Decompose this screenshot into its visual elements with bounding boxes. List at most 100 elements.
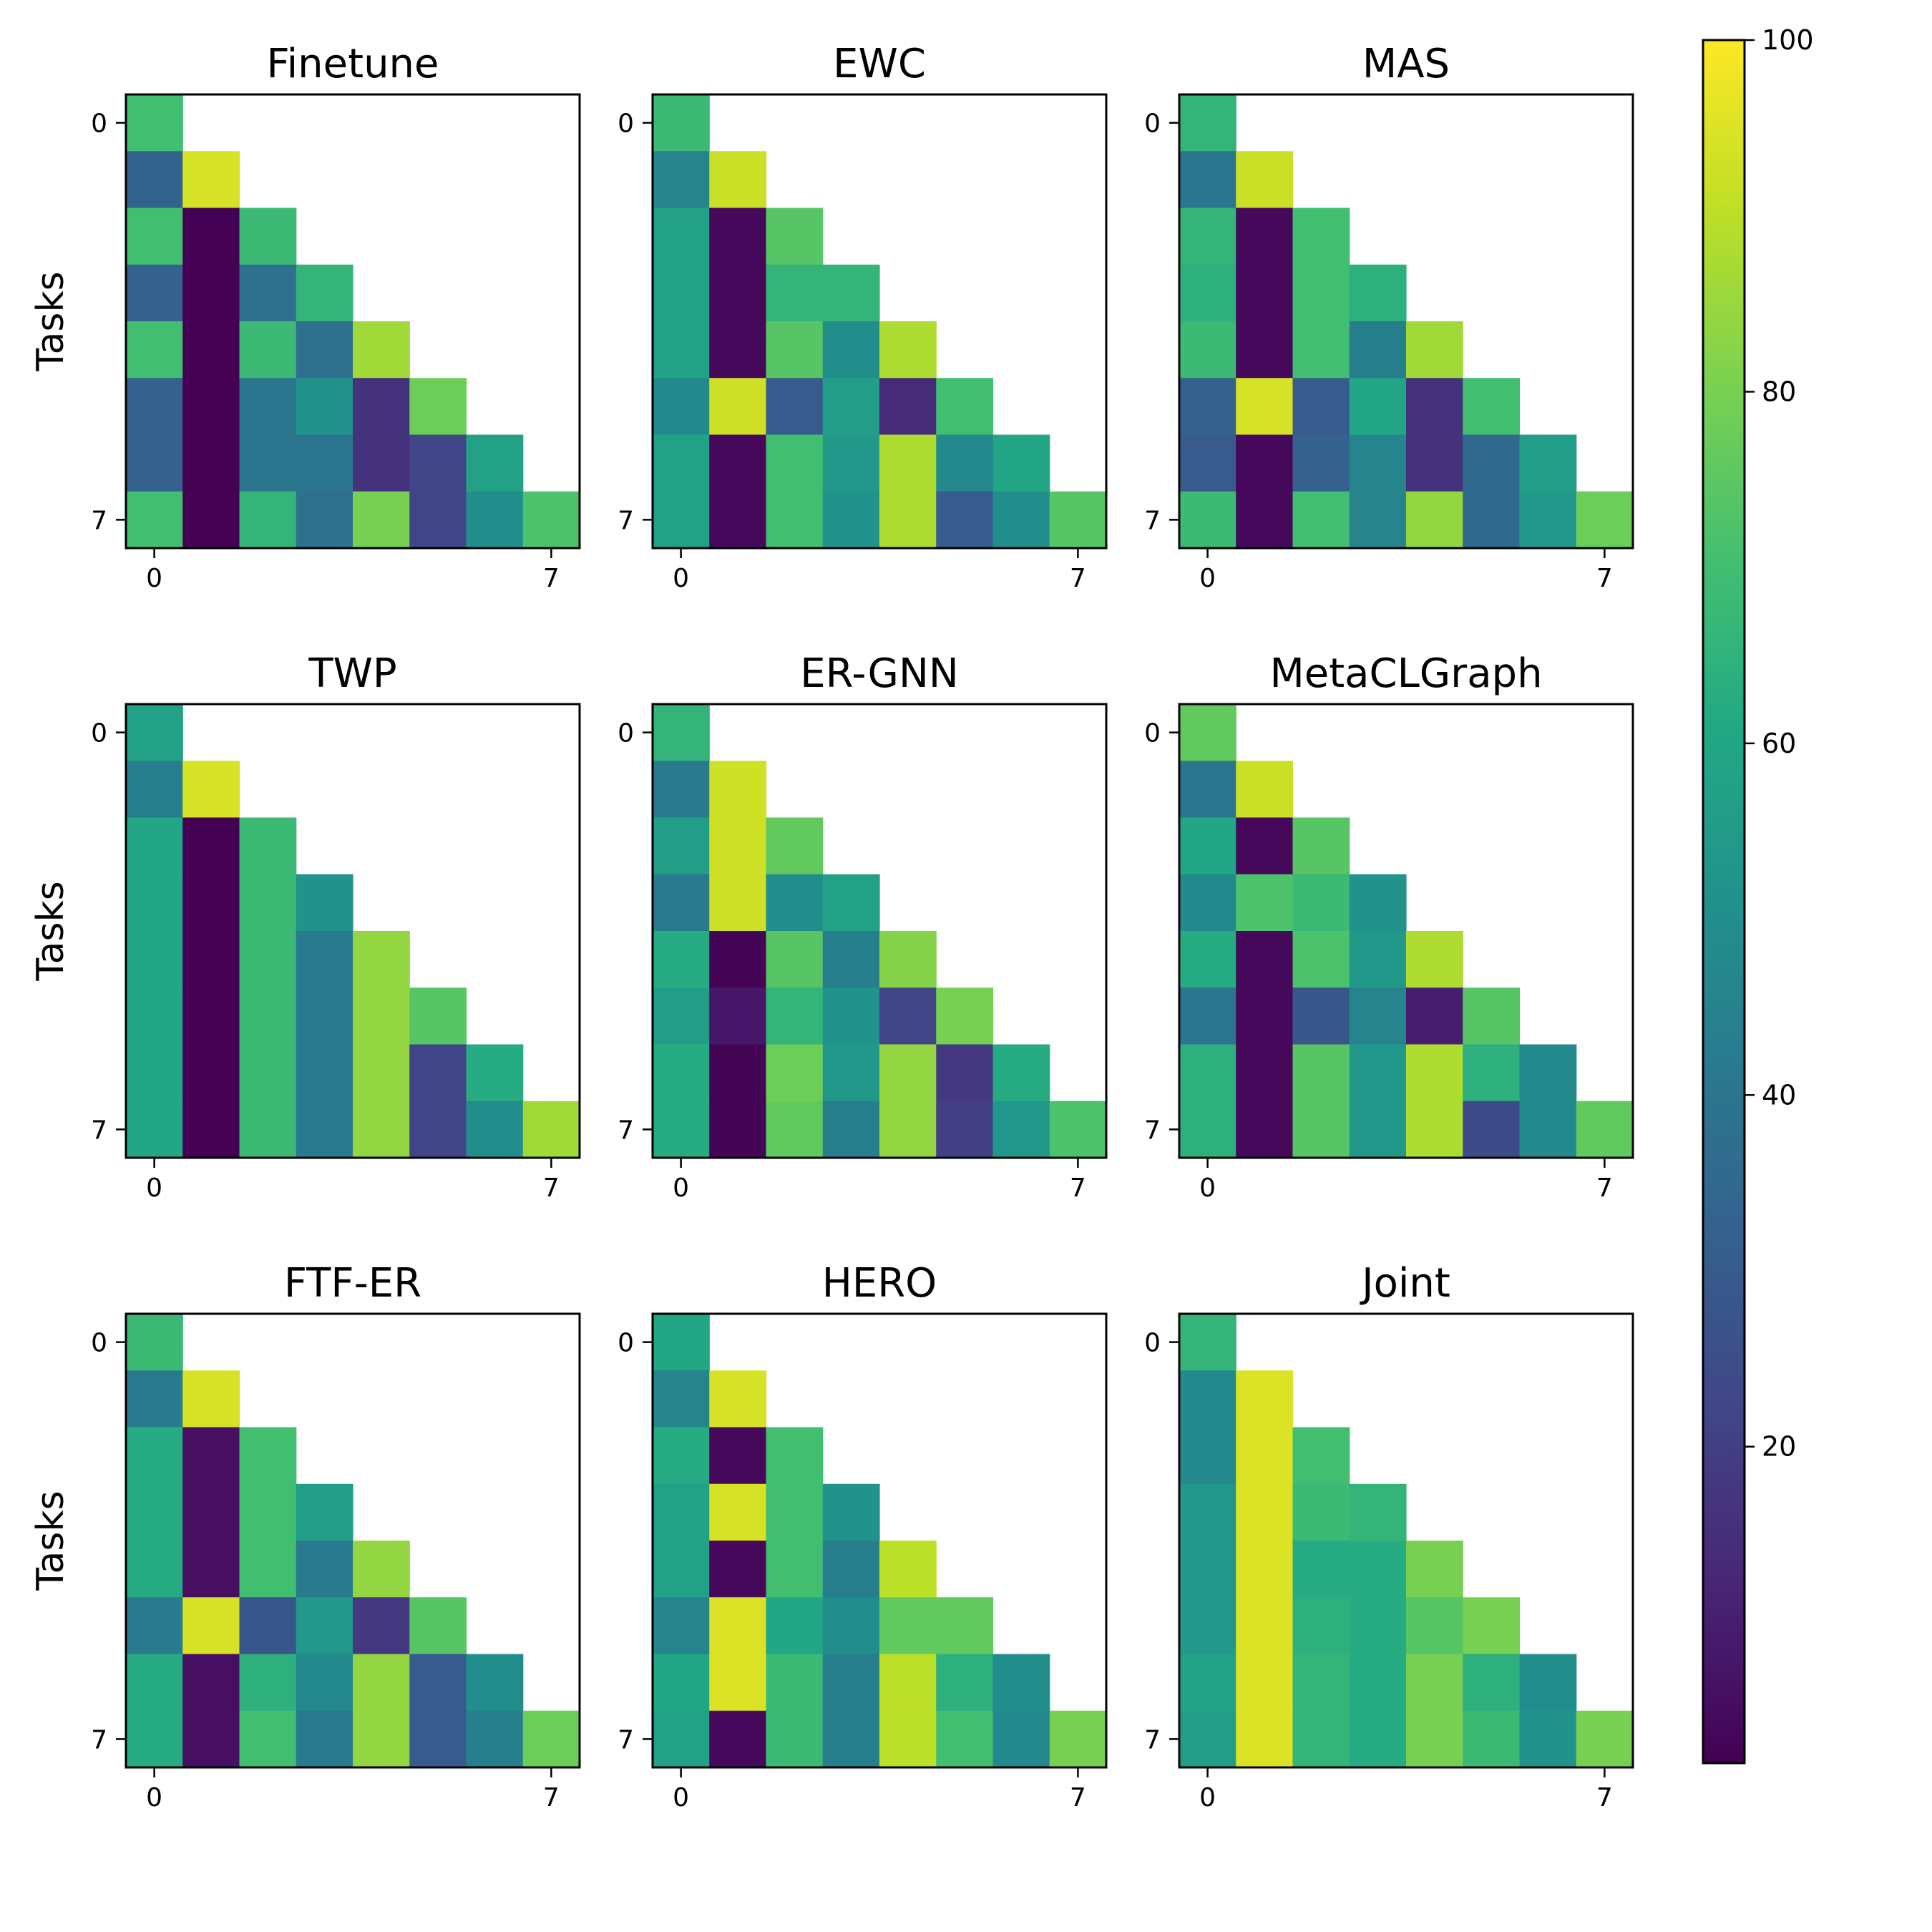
x-tick-label: 0 <box>673 564 689 593</box>
heatmap-cell <box>1292 1483 1350 1541</box>
heatmap-cell <box>766 1654 824 1712</box>
y-axis-label: Tasks <box>29 881 72 981</box>
heatmap-cell <box>1236 321 1294 379</box>
heatmap-cell <box>1179 874 1236 932</box>
panel-title: EWC <box>833 41 926 87</box>
heatmap-cell <box>709 1427 767 1485</box>
axes-frame <box>1178 703 1634 1159</box>
heatmap-cell <box>239 1710 297 1768</box>
heatmap-cell <box>1179 817 1236 875</box>
heatmap-cell <box>1236 1370 1294 1428</box>
heatmap-cell <box>709 1044 767 1102</box>
x-tick-label: 0 <box>673 1174 689 1203</box>
heatmap-cell <box>653 264 710 322</box>
heatmap-cell <box>353 321 410 379</box>
heatmap-cell <box>766 1427 824 1485</box>
heatmap-cell <box>766 1044 824 1102</box>
heatmap-cell <box>709 761 767 819</box>
heatmap-cell <box>1463 987 1521 1045</box>
x-tick-label: 0 <box>146 1174 162 1203</box>
y-tick-label: 0 <box>618 719 634 748</box>
heatmap-cell <box>653 1314 710 1371</box>
heatmap-cell <box>182 1710 240 1768</box>
colorbar-tick-label: 20 <box>1762 1431 1796 1463</box>
heatmap-cell <box>296 1101 353 1158</box>
heatmap-cell <box>1292 264 1350 322</box>
heatmap-cell <box>653 321 710 379</box>
axes-frame <box>125 1312 581 1769</box>
heatmap-cell <box>653 1101 710 1158</box>
heatmap-cell <box>653 491 710 549</box>
heatmap-cell <box>879 1541 937 1598</box>
heatmap-cell <box>766 1597 824 1655</box>
heatmap-cell <box>709 1597 767 1655</box>
heatmap-cell <box>766 208 824 265</box>
heatmap-cell <box>1406 931 1463 988</box>
heatmap-cell <box>1463 1597 1521 1655</box>
heatmap-cell <box>182 151 240 209</box>
heatmap-cell <box>879 321 937 379</box>
heatmap-cell <box>822 874 880 932</box>
heatmap-cell <box>182 1044 240 1102</box>
heatmap-cell <box>182 1597 240 1655</box>
heatmap-cell <box>1292 1427 1350 1485</box>
heatmap-cell <box>1179 987 1236 1045</box>
heatmap-cell <box>936 1710 994 1768</box>
heatmap-cell <box>1179 1101 1236 1158</box>
x-tick-label: 0 <box>673 1783 689 1813</box>
heatmap-cell <box>126 378 183 436</box>
colorbar-tick-label: 80 <box>1762 376 1796 407</box>
heatmap-cell <box>522 491 580 549</box>
heatmap-cell <box>822 434 880 492</box>
colorbar-tick-label: 60 <box>1762 728 1796 759</box>
heatmap-cell <box>1236 1710 1294 1768</box>
heatmap-cell <box>1292 1101 1350 1158</box>
heatmap-cell <box>1179 151 1236 209</box>
heatmap-cell <box>353 1044 410 1102</box>
heatmap-cell <box>239 987 297 1045</box>
heatmap-cell <box>879 1101 937 1158</box>
heatmap-cell <box>126 874 183 932</box>
heatmap-cell <box>936 378 994 436</box>
heatmap-cell <box>1406 1101 1463 1158</box>
heatmap-cell <box>1179 208 1236 265</box>
heatmap-cell <box>126 434 183 492</box>
axes-frame <box>1178 93 1634 550</box>
heatmap-cell <box>879 931 937 988</box>
heatmap-cell <box>709 1541 767 1598</box>
heatmap-cell <box>936 1101 994 1158</box>
heatmap-cell <box>239 1044 297 1102</box>
panel: Finetune 0 7 0 7 Tasks <box>29 41 581 593</box>
heatmap-cell <box>879 378 937 436</box>
x-tick-label: 0 <box>1199 564 1216 593</box>
heatmap-cell <box>822 931 880 988</box>
heatmap-cell <box>126 1483 183 1541</box>
heatmap-cell <box>239 1427 297 1485</box>
panel: EWC 0 7 0 7 <box>618 41 1108 593</box>
y-tick-label: 0 <box>1144 109 1161 139</box>
heatmap-cell <box>1519 491 1577 549</box>
panel-title: MetaCLGraph <box>1269 650 1542 697</box>
heatmap-cell <box>239 434 297 492</box>
y-tick-label: 7 <box>1144 1725 1161 1755</box>
heatmap-cell <box>1179 1044 1236 1102</box>
heatmap-cell <box>1406 1541 1463 1598</box>
heatmap-cell <box>766 491 824 549</box>
heatmap-cell <box>182 1370 240 1428</box>
heatmap-cell <box>1406 1044 1463 1102</box>
heatmap-cell <box>653 1710 710 1768</box>
heatmap-cell <box>936 434 994 492</box>
heatmap-cell <box>653 874 710 932</box>
heatmap-cell <box>409 987 467 1045</box>
heatmap-cell <box>1179 264 1236 322</box>
heatmap-cell <box>239 1541 297 1598</box>
heatmap-cell <box>1292 1710 1350 1768</box>
heatmap-cell <box>653 1541 710 1598</box>
heatmap-cell <box>126 1101 183 1158</box>
heatmap-cell <box>296 1044 353 1102</box>
y-tick-label: 0 <box>91 719 107 748</box>
heatmap-cell <box>466 491 524 549</box>
heatmap-cell <box>1179 1370 1236 1428</box>
heatmap-cell <box>653 761 710 819</box>
heatmap-cell <box>1519 434 1577 492</box>
